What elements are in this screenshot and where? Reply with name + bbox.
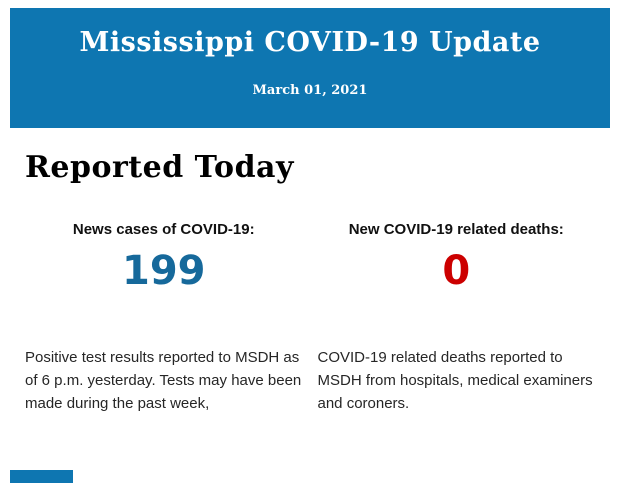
page-title: Mississippi COVID-19 Update <box>79 27 541 58</box>
new-cases-column: News cases of COVID-19: 199 <box>25 185 303 291</box>
section-heading: Reported Today <box>25 150 294 185</box>
descriptions-row: Positive test results reported to MSDH a… <box>25 346 595 415</box>
new-deaths-column: New COVID-19 related deaths: 0 <box>318 185 596 291</box>
new-deaths-description: COVID-19 related deaths reported to MSDH… <box>317 349 593 412</box>
new-cases-label: News cases of COVID-19: <box>72 221 255 238</box>
report-date: March 01, 2021 <box>252 83 368 98</box>
new-deaths-label: New COVID-19 related deaths: <box>348 221 564 238</box>
new-deaths-description-column: COVID-19 related deaths reported to MSDH… <box>318 346 596 415</box>
main-content: Reported Today News cases of COVID-19: 1… <box>0 128 620 415</box>
header-banner: Mississippi COVID-19 Update March 01, 20… <box>10 8 610 128</box>
new-cases-description-column: Positive test results reported to MSDH a… <box>25 346 303 415</box>
new-cases-value: 199 <box>122 248 206 294</box>
new-deaths-value: 0 <box>442 248 471 294</box>
next-section-banner-sliver <box>10 470 73 483</box>
stats-row: News cases of COVID-19: 199 New COVID-19… <box>25 185 595 291</box>
new-cases-description: Positive test results reported to MSDH a… <box>25 349 302 412</box>
